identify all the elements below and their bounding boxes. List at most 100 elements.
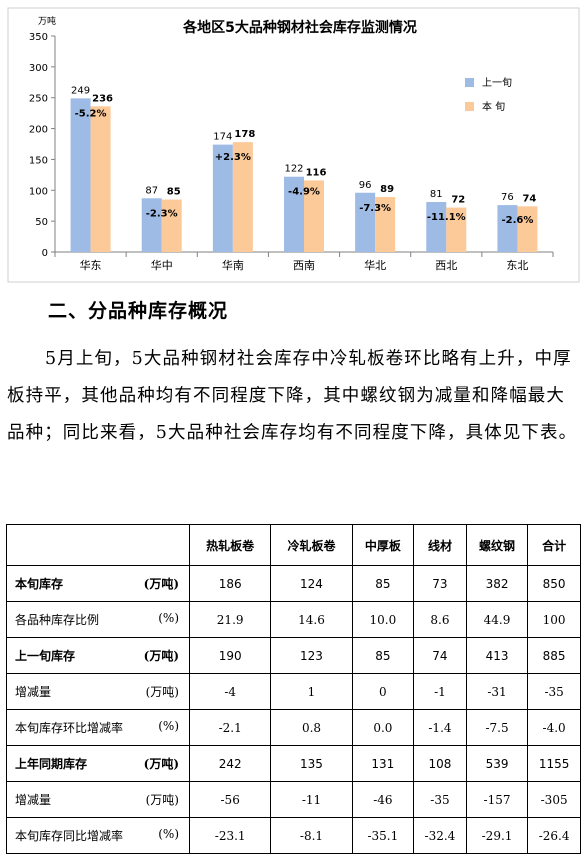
table-cell: 124 [270,565,353,602]
table-cell: 0.0 [351,709,415,746]
data-label-prev: 249 [71,85,90,96]
row-label: 上年同期库存 [15,757,88,771]
table-cell: 85 [351,565,415,602]
bar-prev-西北 [426,202,447,252]
table-cell: 1 [270,673,353,710]
data-label-curr: 89 [380,184,394,195]
row-unit: (万吨) [145,793,179,807]
x-tick-label: 东北 [506,259,528,272]
change-label: -2.3% [146,208,178,219]
table-cell: -4.0 [527,709,581,746]
data-label-prev: 76 [501,192,514,203]
table-cell: 10.0 [351,601,415,638]
table-cell: 885 [527,637,581,674]
table-cell: 8.6 [413,601,467,638]
column-header: 热轧板卷 [188,524,272,566]
row-label: 上一旬库存 [15,649,76,663]
inventory-table: 热轧板卷 冷轧板卷 中厚板 线材 螺纹钢 合计 (万吨) 本旬库存 186 124 85 73 382 8… [6,524,581,854]
table-cell: 108 [413,745,467,782]
row-unit: (万吨) [143,649,179,663]
data-label-prev: 174 [213,132,232,143]
row-unit: (万吨) [143,577,179,591]
y-tick-label: 350 [29,32,48,43]
x-tick-label: 华南 [222,258,244,272]
change-label: -7.3% [359,203,391,214]
column-header: 线材 [413,524,467,566]
change-label: -2.6% [501,215,533,226]
row-label-cell: (万吨) 上年同期库存 [6,745,190,782]
change-label: -11.1% [427,212,466,223]
bar-prev-东北 [497,205,518,252]
x-tick-label: 西南 [293,259,315,272]
row-unit: (万吨) [143,757,179,771]
table-row: (%) 本旬库存同比增减率 -23.1 -8.1 -35.1 -32.4 -29.1 -26.… [6,817,581,854]
table-cell: -29.1 [465,817,529,854]
table-cell: 0.8 [270,709,353,746]
bar-curr-华东 [90,106,111,253]
row-label-cell: (万吨) 上一旬库存 [6,637,190,674]
table-cell: 74 [413,637,467,674]
table-cell: -1.4 [413,709,467,746]
x-tick-label: 华北 [364,258,386,272]
section-title: 二、分品种库存概况 [48,300,229,322]
legend-label: 上一旬 [482,76,512,89]
bar-prev-华南 [212,144,233,252]
table-cell: 123 [270,637,353,674]
row-label: 增减量 [15,793,52,807]
column-header: 螺纹钢 [465,524,529,566]
column-header: 合计 [527,524,581,566]
section-paragraph: 5月上旬，5大品种钢材社会库存中冷轧板卷环比略有上升，中厚板持平，其他品种均有不… [7,349,578,443]
table-cell: -2.1 [188,709,272,746]
inventory-bar-chart: 各地区5大品种钢材社会库存监测情况 万吨 0 50 100 150 200 250 300 350… [7,7,580,283]
bar-curr-华中 [161,199,182,252]
row-unit: (%) [158,611,179,625]
table-cell: 131 [351,745,415,782]
table-cell: 539 [465,745,529,782]
row-label: 各品种库存比例 [15,613,100,627]
bar-curr-西南 [304,180,324,252]
table-row: (%) 本旬库存环比增减率 -2.1 0.8 0.0 -1.4 -7.5 -4.0 [6,709,581,746]
bar-prev-华中 [141,198,162,252]
y-tick-label: 150 [29,155,48,166]
bar-curr-东北 [517,206,538,252]
table-cell: 100 [527,601,581,638]
table-row: (万吨) 增减量 -56 -11 -46 -35 -157 -305 [6,781,581,818]
column-header: 冷轧板卷 [270,524,353,566]
table-cell: 135 [270,745,353,782]
chart-title: 各地区5大品种钢材社会库存监测情况 [182,19,417,36]
table-cell: -56 [188,781,272,818]
row-label: 增减量 [15,685,52,699]
data-label-curr: 74 [522,193,536,204]
table-cell: -32.4 [413,817,467,854]
row-label-cell: (万吨) 增减量 [6,673,190,710]
table-cell: 382 [465,565,529,602]
data-label-curr: 116 [306,167,327,178]
data-label-curr: 236 [92,93,113,104]
table-cell: -4 [188,673,272,710]
change-label: -5.2% [75,108,107,119]
table-cell: -157 [465,781,529,818]
table-cell: 242 [188,745,272,782]
table-cell: -7.5 [465,709,529,746]
y-tick-label: 200 [29,125,48,136]
row-label-cell: (万吨) 增减量 [6,781,190,818]
chart-frame [7,7,580,283]
row-label: 本旬库存环比增减率 [15,721,124,735]
bar-prev-西南 [284,176,304,252]
bar-curr-华北 [375,197,396,252]
row-label: 本旬库存 [15,577,64,591]
data-label-prev: 96 [359,180,372,191]
change-label: +2.3% [215,152,251,163]
legend-swatch [465,78,474,87]
bar-curr-西北 [446,207,467,252]
table-cell: 73 [413,565,467,602]
y-tick-label: 300 [29,63,48,74]
table-cell: -11 [270,781,353,818]
bar-prev-华东 [70,98,91,253]
table-row: (万吨) 上年同期库存 242 135 131 108 539 1155 [6,745,581,782]
table-cell: -305 [527,781,581,818]
table-cell: -35 [527,673,581,710]
row-label-cell: (%) 本旬库存环比增减率 [6,709,190,746]
table-cell: -46 [351,781,415,818]
row-unit: (%) [158,827,179,841]
